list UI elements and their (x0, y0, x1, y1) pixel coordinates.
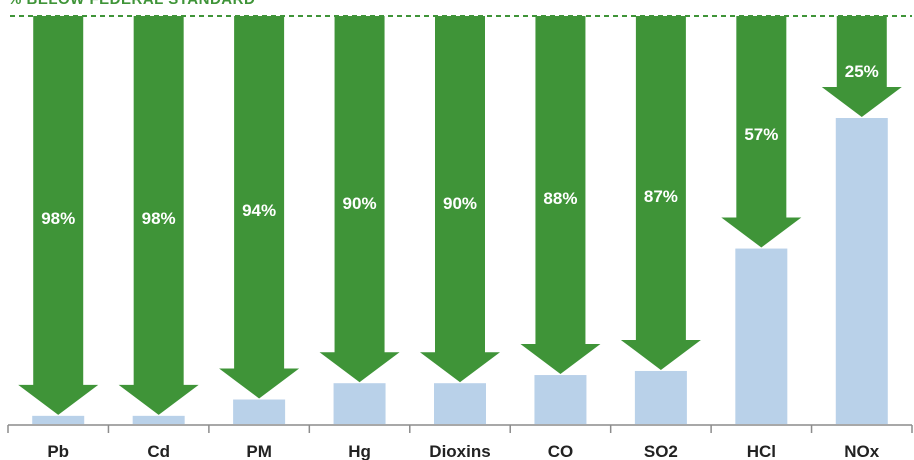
x-ticks (7, 425, 913, 433)
x-tick-label-so2: SO2 (644, 442, 678, 460)
arrow-pm (219, 16, 300, 399)
arrow-so2 (620, 16, 701, 370)
reduction-label-pm: 94% (242, 201, 276, 220)
reduction-label-so2: 87% (644, 187, 678, 206)
arrow-hcl (721, 16, 802, 248)
arrow-pb (18, 16, 99, 415)
x-tick-label-nox: NOx (844, 442, 880, 460)
reduction-label-co: 88% (543, 189, 577, 208)
reduction-label-cd: 98% (142, 209, 176, 228)
arrow-hg (319, 16, 400, 383)
reduction-label-hcl: 57% (744, 125, 778, 144)
bar-pm (233, 399, 286, 424)
bar-nox (835, 118, 888, 424)
bar-hcl (735, 248, 788, 424)
reduction-label-pb: 98% (41, 209, 75, 228)
arrow-cd (118, 16, 199, 415)
bar-so2 (634, 370, 687, 424)
x-tick-label-dioxins: Dioxins (429, 442, 490, 460)
arrows-layer: 98% 98% 94% 90% 90% 88% 87% 57% 25% (18, 16, 902, 415)
bar-dioxins (434, 383, 486, 424)
reduction-label-dioxins: 90% (443, 194, 477, 213)
bars-layer (32, 118, 888, 424)
bar-hg (333, 383, 386, 424)
arrow-co (520, 16, 601, 375)
category-labels: Pb Cd PM Hg Dioxins CO SO2 HCl NOx (47, 442, 879, 460)
bar-co (534, 375, 587, 424)
arrow-nox (821, 16, 902, 117)
bar-pb (32, 415, 85, 424)
x-tick-label-pb: Pb (47, 442, 69, 460)
x-tick-label-cd: Cd (147, 442, 170, 460)
x-tick-label-hcl: HCl (747, 442, 776, 460)
x-tick-label-hg: Hg (348, 442, 371, 460)
reduction-label-hg: 90% (343, 194, 377, 213)
arrow-dioxins (420, 16, 500, 383)
chart-title: % BELOW FEDERAL STANDARD (8, 0, 255, 8)
x-tick-label-co: CO (548, 442, 574, 460)
bar-cd (132, 415, 185, 424)
reduction-label-nox: 25% (845, 62, 879, 81)
x-tick-label-pm: PM (246, 442, 272, 460)
